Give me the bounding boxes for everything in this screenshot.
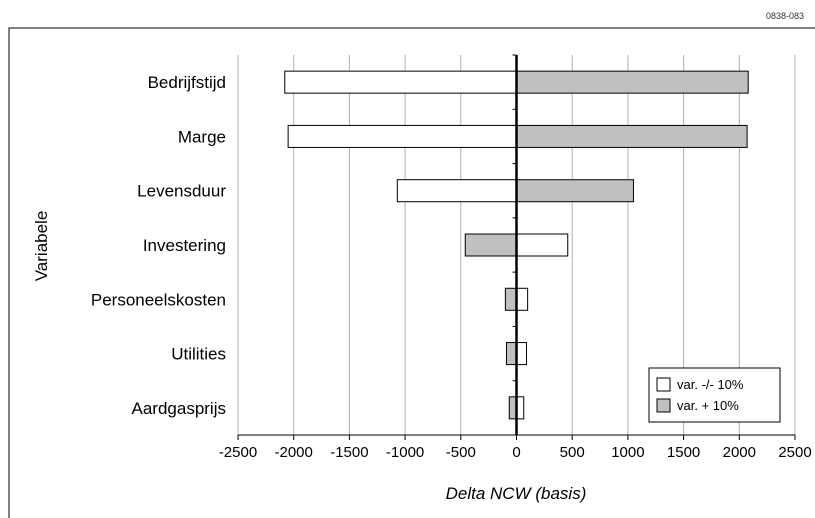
bar-plus-utilities	[505, 342, 517, 366]
bar-minus-investering	[516, 233, 569, 257]
legend-label: var. -/- 10%	[677, 377, 744, 392]
x-tick-label: 1500	[667, 444, 700, 461]
bar-minus-marge	[287, 124, 517, 148]
bar-plus-bedrijfstijd	[516, 70, 749, 94]
category-label: Aardgasprijs	[132, 399, 227, 418]
x-tick-label: -2000	[275, 444, 313, 461]
legend-box	[648, 367, 781, 423]
legend-swatch	[656, 398, 671, 413]
x-tick-label: -2500	[219, 444, 257, 461]
category-label: Personeelskosten	[91, 290, 226, 309]
x-tick-label: -1500	[330, 444, 368, 461]
category-label: Investering	[143, 236, 226, 255]
bar-minus-personeelskosten	[516, 287, 529, 311]
bar-minus-utilities	[516, 342, 528, 366]
bar-plus-investering	[464, 233, 518, 257]
legend-label: var. + 10%	[677, 398, 739, 413]
bar-plus-marge	[516, 124, 748, 148]
x-tick-label: -1000	[386, 444, 424, 461]
corner-label: 0838-083	[766, 11, 804, 21]
bars	[284, 70, 749, 420]
bar-minus-levensduur	[396, 179, 517, 203]
category-label: Bedrijfstijd	[148, 73, 226, 92]
legend-swatch	[656, 377, 671, 392]
bar-plus-personeelskosten	[504, 287, 517, 311]
x-tick-label: 2500	[778, 444, 811, 461]
x-tick-label: 500	[560, 444, 585, 461]
category-label: Marge	[178, 127, 226, 146]
x-tick-label: 1000	[611, 444, 644, 461]
bar-plus-levensduur	[516, 179, 634, 203]
category-label: Utilities	[171, 345, 226, 364]
x-axis-title: Delta NCW (basis)	[446, 484, 587, 503]
axes	[237, 54, 796, 440]
x-tick-label: 2000	[723, 444, 756, 461]
x-tick-label: 0	[512, 444, 520, 461]
chart-frame	[8, 27, 815, 518]
x-tick-labels: -2500 -2000 -1500 -1000 -500 0 500 1000 1500 2000…	[219, 444, 812, 461]
legend: var. -/- 10% var. + 10%	[648, 367, 781, 423]
x-tick-label: -500	[446, 444, 476, 461]
bar-minus-bedrijfstijd	[284, 70, 517, 94]
category-labels: Bedrijfstijd Marge Levensduur Investering Pe…	[91, 73, 226, 418]
category-label: Levensduur	[137, 182, 226, 201]
y-axis-title: Variabele	[32, 211, 51, 282]
